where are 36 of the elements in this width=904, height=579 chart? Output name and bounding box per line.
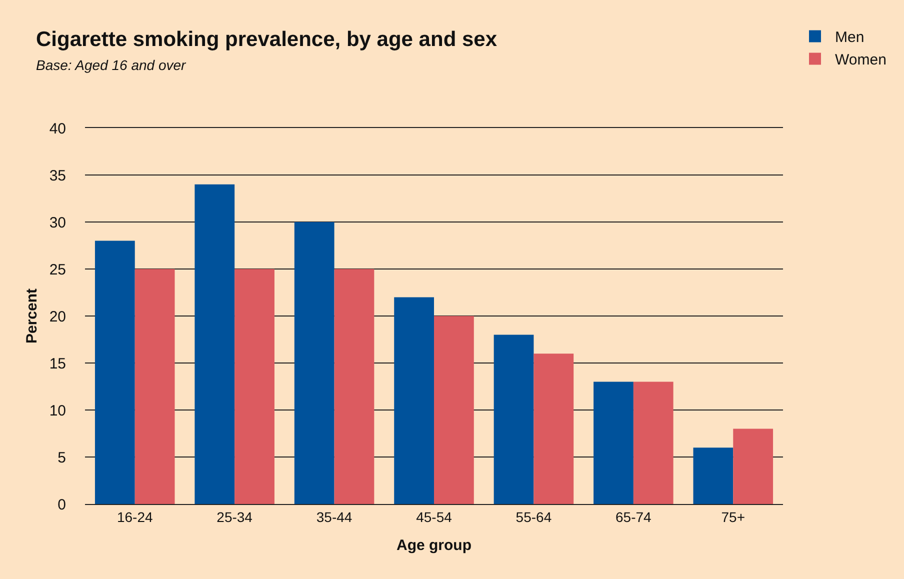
bar	[534, 354, 574, 504]
bar	[234, 269, 274, 504]
chart-title: Cigarette smoking prevalence, by age and sex	[36, 28, 498, 51]
bar	[194, 184, 235, 504]
y-tick-label: 5	[58, 449, 66, 466]
bar	[294, 222, 334, 504]
x-tick-label: 55-64	[516, 508, 552, 525]
x-tick-label: 16-24	[116, 508, 153, 525]
bar	[693, 448, 734, 504]
y-tick-label: 25	[49, 261, 66, 278]
x-tick-label: 65-74	[616, 508, 652, 525]
bar	[134, 269, 175, 504]
y-tick-label: 15	[49, 355, 66, 372]
bar	[733, 428, 774, 504]
x-axis-title: Age group	[396, 536, 472, 554]
legend-label: Women	[835, 52, 886, 69]
y-tick-label: 40	[49, 120, 66, 138]
y-tick-label: 30	[49, 214, 66, 232]
y-axis-title: Percent	[24, 288, 41, 344]
bar	[633, 382, 674, 504]
chart-subtitle: Base: Aged 16 and over	[36, 57, 188, 73]
bar	[594, 382, 634, 504]
y-tick-label: 35	[49, 167, 66, 184]
y-tick-label: 10	[49, 402, 66, 420]
bar	[94, 240, 135, 504]
x-tick-label: 45-54	[416, 508, 452, 525]
y-tick-label: 0	[58, 496, 66, 514]
bar	[494, 334, 534, 504]
y-tick-label: 20	[49, 308, 66, 326]
legend-label: Men	[835, 29, 864, 46]
bar	[394, 297, 434, 504]
x-tick-label: 25-34	[216, 508, 253, 525]
x-tick-label: 35-44	[316, 508, 352, 525]
x-tick-label: 75+	[721, 508, 746, 525]
bar	[434, 316, 474, 504]
bar	[334, 269, 374, 504]
